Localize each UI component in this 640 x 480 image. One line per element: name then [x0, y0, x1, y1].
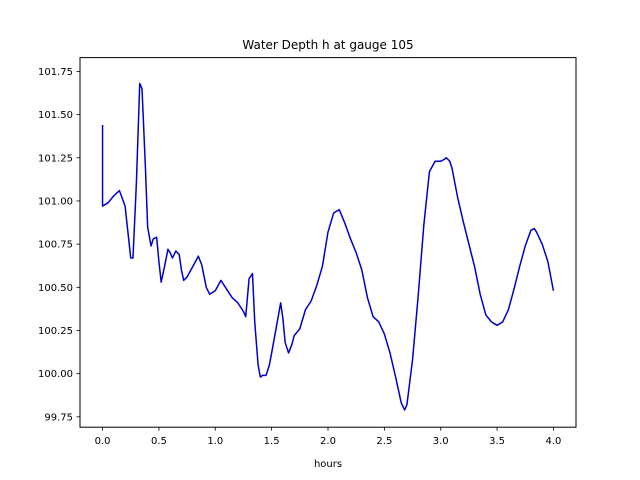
x-tick-label: 1.5 — [264, 436, 280, 447]
x-tick-label: 2.5 — [376, 436, 392, 447]
chart-title: Water Depth h at gauge 105 — [242, 38, 413, 52]
x-tick-label: 0.0 — [95, 436, 111, 447]
x-tick-label: 3.5 — [489, 436, 505, 447]
y-axis: 99.75 100.00 100.25 100.50 100.75 101.00 101.2… — [38, 67, 80, 423]
x-tick-label: 3.0 — [433, 436, 449, 447]
x-axis-label: hours — [314, 459, 342, 470]
x-tick-label: 0.5 — [151, 436, 167, 447]
y-tick-label: 99.75 — [44, 412, 73, 423]
y-tick-label: 101.25 — [38, 153, 73, 164]
series-line-0 — [101, 82, 555, 411]
y-tick-label: 100.25 — [38, 326, 73, 337]
y-tick-label: 100.75 — [38, 240, 73, 251]
y-tick-label: 101.75 — [38, 67, 73, 78]
y-tick-label: 101.50 — [38, 110, 73, 121]
x-tick-label: 2.0 — [320, 436, 336, 447]
x-tick-label: 4.0 — [546, 436, 562, 447]
plot-area — [101, 82, 555, 411]
y-tick-label: 100.50 — [38, 283, 73, 294]
x-tick-label: 1.0 — [207, 436, 223, 447]
x-axis: 0.0 0.5 1.0 1.5 2.0 2.5 3.0 3.5 4.0 — [95, 427, 562, 447]
y-tick-label: 101.00 — [38, 196, 73, 207]
y-tick-label: 100.00 — [38, 369, 73, 380]
